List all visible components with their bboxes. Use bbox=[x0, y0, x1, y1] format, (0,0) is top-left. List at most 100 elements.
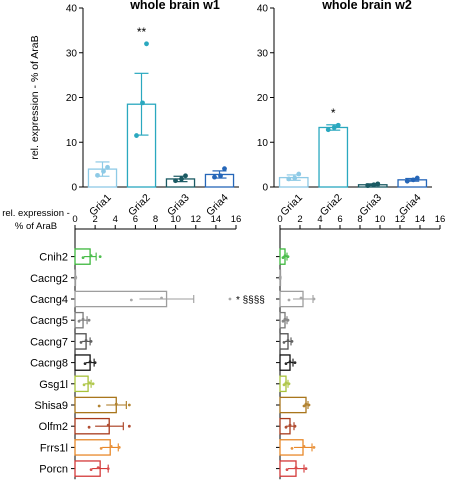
data-point bbox=[106, 423, 110, 427]
data-point bbox=[283, 254, 287, 257]
data-point bbox=[281, 256, 285, 259]
data-point bbox=[93, 361, 97, 364]
y-tick-label: 40 bbox=[66, 4, 78, 15]
data-point bbox=[101, 168, 106, 174]
chart-title: whole brain w1 bbox=[129, 0, 220, 12]
data-point bbox=[375, 181, 381, 187]
x-tick-label: 14 bbox=[415, 214, 426, 225]
data-point bbox=[89, 340, 93, 343]
x-tick-label: 16 bbox=[435, 214, 446, 225]
data-point bbox=[160, 296, 163, 300]
significance-label: ** bbox=[137, 25, 147, 39]
data-point bbox=[286, 255, 290, 258]
y-tick-label: Shisa9 bbox=[34, 400, 68, 412]
data-point bbox=[294, 466, 298, 469]
data-point bbox=[228, 297, 232, 301]
y-tick-label: 0 bbox=[71, 183, 77, 194]
x-tick-label: 4 bbox=[317, 214, 322, 225]
panel-w1-gria: whole brain w1 0 10 20 30 40 rel. expression -… bbox=[29, 0, 239, 218]
data-point bbox=[404, 178, 410, 184]
x-tick-label: 6 bbox=[337, 214, 342, 225]
y-tick-label: Olfm2 bbox=[39, 421, 68, 433]
data-point bbox=[290, 447, 294, 450]
data-point bbox=[129, 298, 133, 302]
bar-gria2 bbox=[318, 126, 349, 188]
x-tick-label: 0 bbox=[277, 214, 282, 225]
data-point bbox=[173, 178, 178, 184]
x-tick-label: 8 bbox=[153, 214, 158, 225]
data-point bbox=[89, 468, 93, 471]
x-tick-label: Gria2 bbox=[126, 192, 153, 219]
x-tick-label: 12 bbox=[395, 214, 406, 225]
y-tick-label: 40 bbox=[257, 4, 269, 15]
x-tick-label: 10 bbox=[170, 214, 181, 225]
y-tick-label: 30 bbox=[66, 48, 78, 59]
data-point bbox=[87, 381, 91, 385]
data-point bbox=[284, 362, 288, 365]
y-tick-label: 0 bbox=[262, 183, 268, 194]
data-point bbox=[307, 403, 311, 407]
data-point bbox=[278, 276, 282, 280]
data-point bbox=[127, 403, 131, 407]
data-point bbox=[371, 182, 377, 188]
panel-w2-aux: 0 2 4 6 8 10 12 14 16 bbox=[276, 214, 446, 480]
data-point bbox=[335, 122, 341, 128]
data-point bbox=[98, 255, 102, 258]
x-tick-label: 2 bbox=[92, 214, 97, 225]
data-point bbox=[144, 41, 149, 47]
x-tick-label: 0 bbox=[72, 214, 77, 225]
data-point bbox=[87, 425, 91, 429]
y-tick-label: Cacng4 bbox=[30, 294, 68, 306]
data-point bbox=[140, 100, 145, 106]
data-point bbox=[95, 172, 100, 178]
y-tick-label: 20 bbox=[257, 93, 269, 104]
x-tick-label: 2 bbox=[297, 214, 302, 225]
data-point bbox=[287, 382, 291, 386]
y-tick-label: Cacng5 bbox=[30, 315, 68, 327]
data-point bbox=[325, 127, 331, 133]
data-point bbox=[331, 125, 337, 130]
data-point bbox=[114, 402, 118, 406]
y-tick-label: 10 bbox=[257, 138, 269, 149]
y-tick-label: Cacng7 bbox=[30, 336, 68, 348]
data-point bbox=[365, 183, 371, 189]
data-point bbox=[127, 424, 131, 428]
significance-label: * bbox=[331, 106, 336, 120]
data-point bbox=[134, 133, 139, 138]
data-point bbox=[82, 383, 86, 387]
x-tick-label: 4 bbox=[113, 214, 118, 225]
data-point bbox=[288, 360, 292, 363]
significance-label: * §§§§ bbox=[236, 295, 265, 306]
data-point bbox=[293, 361, 297, 364]
data-point bbox=[286, 318, 290, 322]
data-point bbox=[81, 317, 85, 321]
x-tick-label: Gria1 bbox=[87, 192, 114, 219]
data-point bbox=[281, 319, 285, 323]
data-point bbox=[283, 317, 287, 321]
data-point bbox=[84, 339, 88, 342]
data-point bbox=[292, 175, 298, 181]
data-point bbox=[296, 171, 302, 177]
y-tick-label: Porcn bbox=[39, 464, 68, 476]
y-tick-label: Cnih2 bbox=[39, 252, 68, 264]
data-point bbox=[109, 445, 113, 448]
data-point bbox=[89, 254, 93, 257]
data-point bbox=[179, 176, 184, 182]
data-point bbox=[282, 341, 286, 344]
x-tick-label: 8 bbox=[357, 214, 362, 225]
data-point bbox=[87, 318, 91, 322]
panel-w1-aux: 0 2 4 6 8 10 12 14 16 rel. expression - % of AraB C… bbox=[2, 208, 265, 480]
data-point bbox=[91, 382, 95, 386]
data-point bbox=[97, 404, 101, 408]
data-point bbox=[74, 276, 78, 280]
data-point bbox=[410, 177, 416, 183]
data-point bbox=[99, 447, 103, 450]
y-tick-label: 20 bbox=[66, 93, 78, 104]
y-axis-label: rel. expression - % of AraB bbox=[29, 35, 41, 159]
y-tick-label: Cacng2 bbox=[30, 273, 68, 285]
data-point bbox=[304, 467, 308, 470]
data-point bbox=[83, 362, 87, 365]
x-tick-label: 10 bbox=[375, 214, 386, 225]
data-point bbox=[288, 423, 292, 427]
